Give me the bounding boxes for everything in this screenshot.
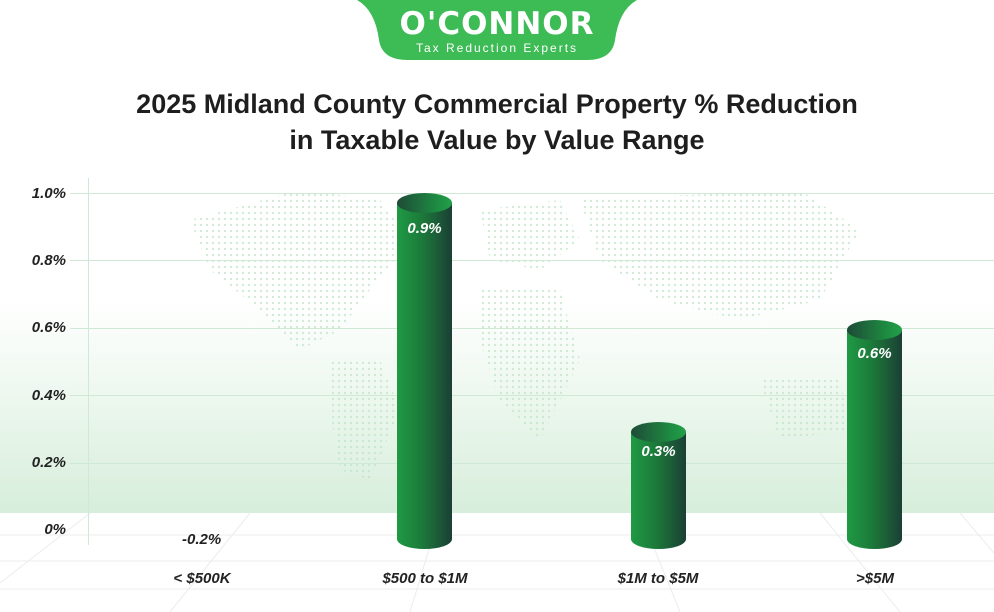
- x-category-label: $500 to $1M: [382, 570, 468, 587]
- y-tick-label: 0.6%: [31, 319, 66, 336]
- world-map-dots: [190, 190, 860, 480]
- bar-value-label: -0.2%: [182, 531, 222, 548]
- y-tick-label: 0%: [44, 521, 66, 538]
- logo-tagline: Tax Reduction Experts: [415, 41, 579, 55]
- gridline: [70, 193, 994, 194]
- chart-title: 2025 Midland County Commercial Property …: [0, 86, 994, 158]
- y-tick-label: 0.4%: [31, 387, 66, 404]
- y-tick-label: 1.0%: [31, 185, 66, 202]
- gridline: [70, 260, 994, 261]
- logo: O'CONNOR Tax Reduction Experts: [357, 0, 637, 60]
- gridline: [70, 328, 994, 329]
- chart-title-line1: 2025 Midland County Commercial Property …: [136, 89, 858, 119]
- y-tick-label: 0.8%: [31, 252, 66, 269]
- y-axis-line: [88, 178, 89, 545]
- bar-500-to-1m: 0.9%: [397, 193, 452, 549]
- chart-floor: [0, 513, 994, 612]
- x-category-label: $1M to $5M: [617, 570, 699, 587]
- logo-badge-shape: [357, 0, 637, 60]
- x-category-label: < $500K: [173, 570, 231, 587]
- x-category-label: >$5M: [856, 570, 894, 587]
- gridline: [70, 463, 994, 464]
- logo-brand: O'CONNOR: [399, 6, 595, 42]
- y-tick-label: 0.2%: [31, 454, 66, 471]
- bar-value-label: 0.6%: [857, 345, 892, 362]
- bar-value-label: 0.3%: [641, 443, 676, 460]
- bar-value-label: 0.9%: [407, 220, 442, 237]
- gridline: [70, 395, 994, 396]
- bar-over-5m: 0.6%: [847, 320, 902, 549]
- bar-1m-to-5m: 0.3%: [631, 422, 686, 549]
- chart-title-line2: in Taxable Value by Value Range: [289, 125, 705, 155]
